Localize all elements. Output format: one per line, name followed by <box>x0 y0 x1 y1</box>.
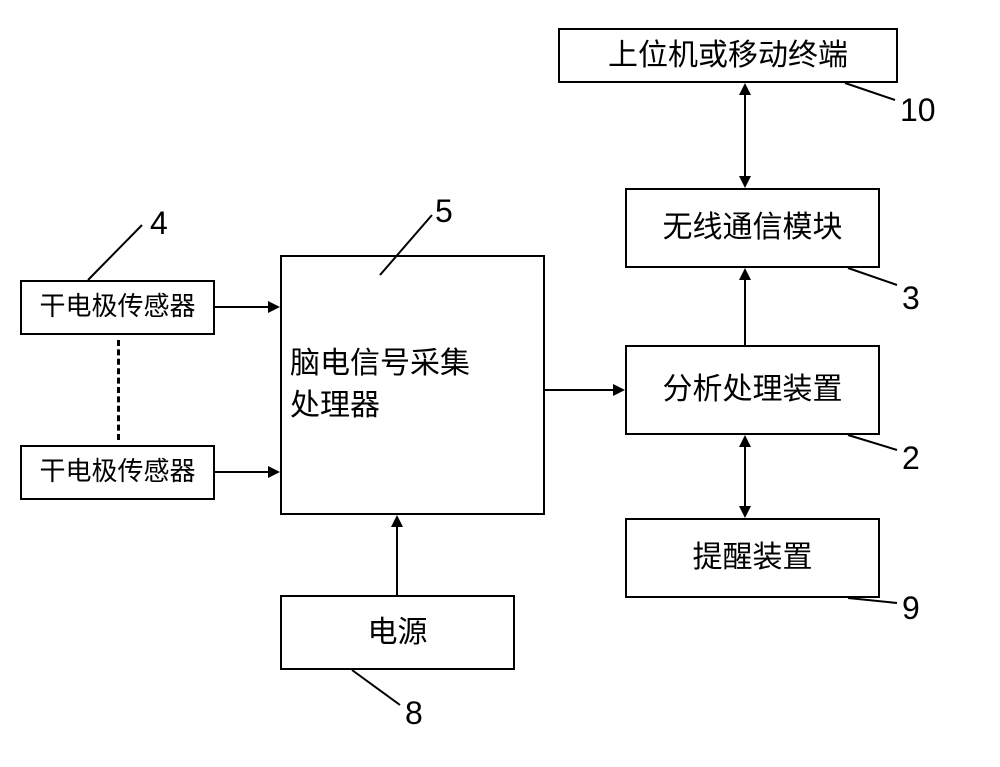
box-host-text: 上位机或移动终端 <box>608 35 848 77</box>
arrow-power-up <box>391 515 403 527</box>
label-5: 5 <box>435 193 453 230</box>
box-analysis-text: 分析处理装置 <box>663 369 843 411</box>
arrow-analysis-wireless-line <box>744 280 746 345</box>
arrow-power-line <box>396 527 398 595</box>
box-processor-text: 脑电信号采集 处理器 <box>282 343 470 427</box>
box-processor: 脑电信号采集 处理器 <box>280 255 545 515</box>
label-3: 3 <box>902 280 920 317</box>
label-4: 4 <box>150 205 168 242</box>
arrow-sensor2-right <box>268 466 280 478</box>
box-sensor2: 干电极传感器 <box>20 445 215 500</box>
box-reminder: 提醒装置 <box>625 518 880 598</box>
box-host: 上位机或移动终端 <box>558 28 898 83</box>
label-9: 9 <box>902 590 920 627</box>
arrow-analysis-wireless-up <box>739 268 751 280</box>
box-analysis: 分析处理装置 <box>625 345 880 435</box>
arrow-sensor2-line <box>215 471 268 473</box>
box-wireless: 无线通信模块 <box>625 188 880 268</box>
box-wireless-text: 无线通信模块 <box>663 207 843 249</box>
sensor-dots <box>117 340 120 440</box>
label-2: 2 <box>902 440 920 477</box>
arrow-processor-analysis-right <box>613 384 625 396</box>
box-sensor1: 干电极传感器 <box>20 280 215 335</box>
arrow-analysis-reminder-down <box>739 506 751 518</box>
box-reminder-text: 提醒装置 <box>693 537 813 579</box>
box-power-text: 电源 <box>368 612 428 654</box>
arrow-host-wireless-down <box>739 176 751 188</box>
arrow-host-wireless-up <box>739 83 751 95</box>
box-sensor1-text: 干电极传感器 <box>39 289 195 325</box>
box-power: 电源 <box>280 595 515 670</box>
arrow-analysis-reminder-up <box>739 435 751 447</box>
label-8: 8 <box>405 695 423 732</box>
arrow-sensor1-line <box>215 306 268 308</box>
arrow-sensor1-right <box>268 301 280 313</box>
arrow-host-wireless-line <box>744 95 746 176</box>
box-sensor2-text: 干电极传感器 <box>39 454 195 490</box>
label-10: 10 <box>900 92 936 129</box>
arrow-analysis-reminder-line <box>744 447 746 506</box>
arrow-processor-analysis-line <box>545 389 613 391</box>
